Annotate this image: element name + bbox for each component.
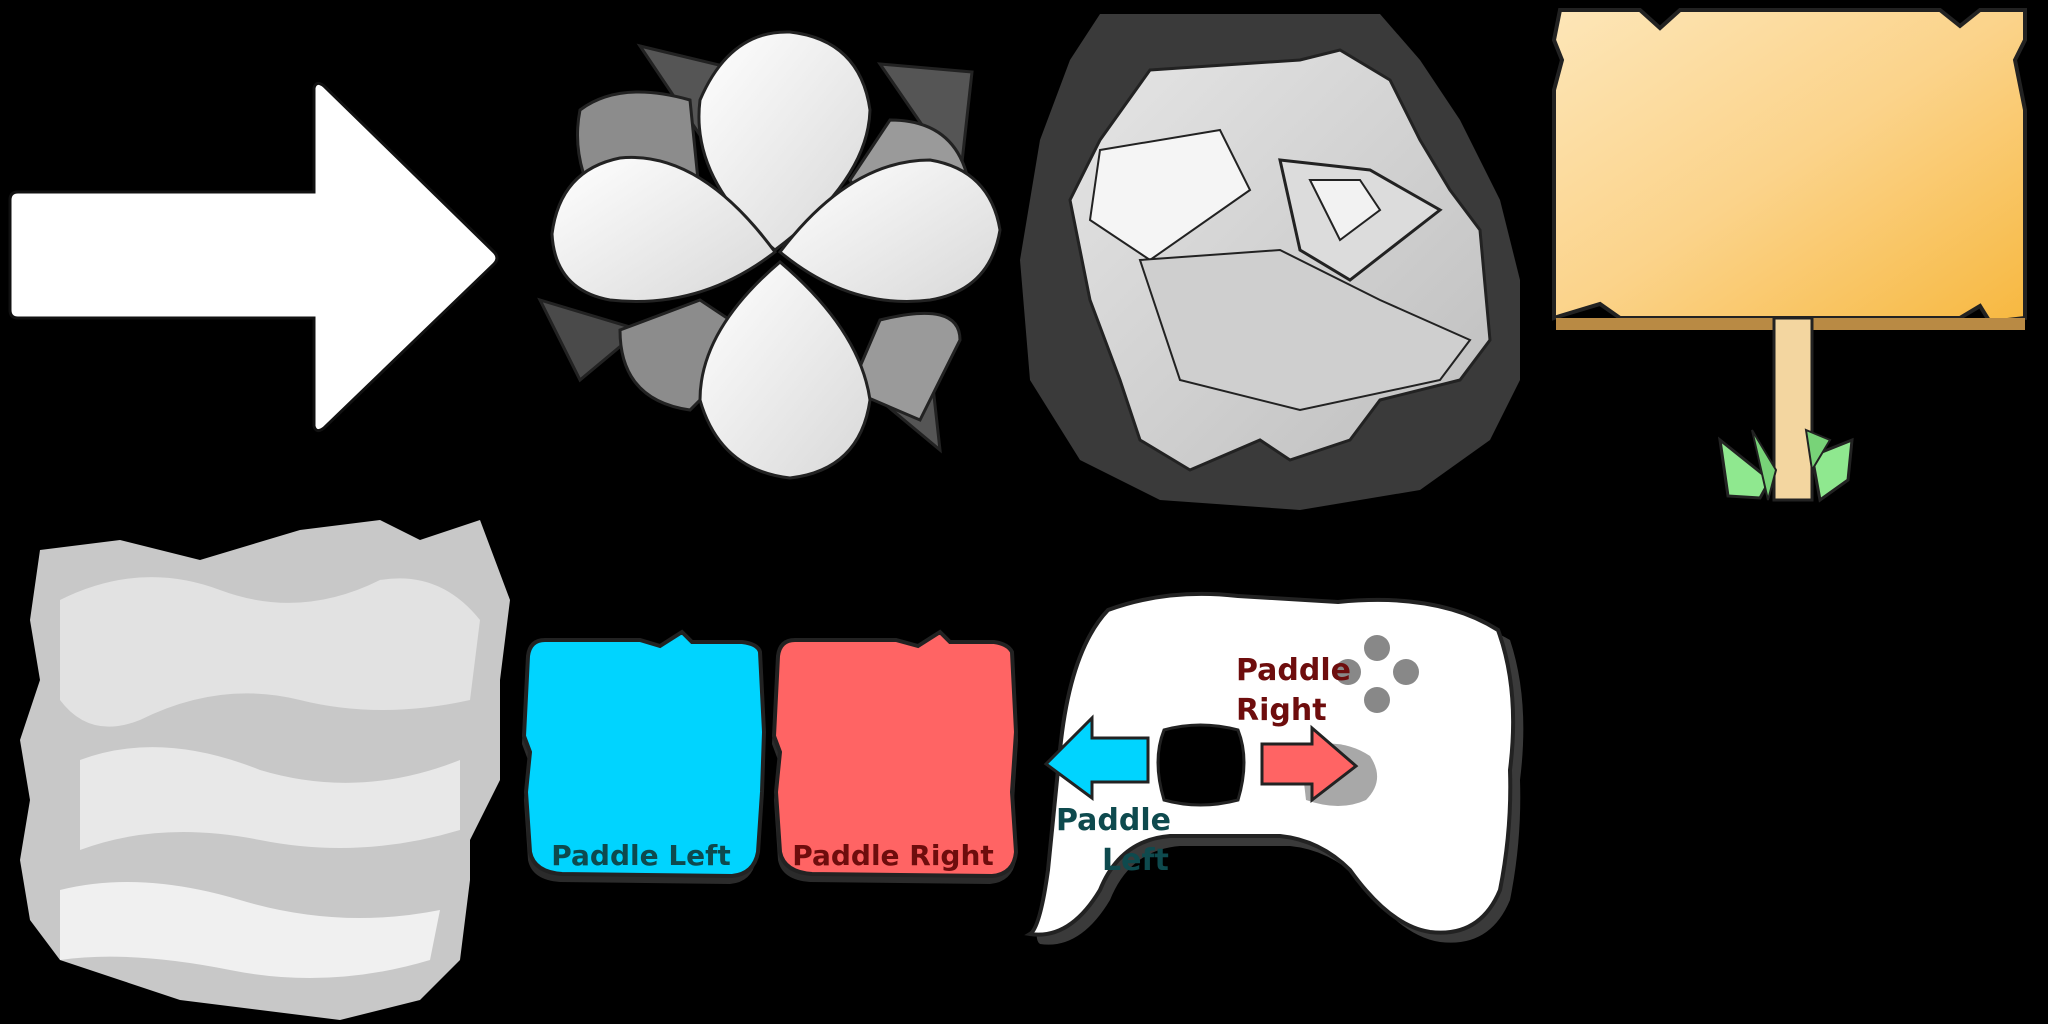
flower-icon: [537, 30, 1002, 480]
gamepad-right-label-line2: Right: [1236, 693, 1327, 728]
paddle-left-label: Paddle Left: [551, 839, 730, 872]
gamepad-right-label-line1: Paddle: [1236, 653, 1351, 688]
gamepad-left-arrow-icon: [1043, 714, 1150, 801]
paddle-left-card: Paddle Left: [521, 629, 767, 884]
gamepad-left-label-line2: Left: [1102, 843, 1169, 878]
gamepad-icon: Paddle Right Paddle Left: [1024, 591, 1524, 945]
chalk-smudge-icon: [20, 520, 510, 1020]
rock-icon: [1020, 14, 1520, 510]
paddle-right-label: Paddle Right: [792, 839, 994, 872]
paddle-right-card: Paddle Right: [771, 629, 1019, 884]
paddle-right-card-icon: [771, 629, 1019, 879]
gamepad-right-arrow-icon: [1260, 724, 1359, 804]
signpost-icon: [1551, 8, 2027, 503]
gamepad-left-label-line1: Paddle: [1056, 803, 1171, 838]
paddle-left-card-icon: [521, 629, 767, 879]
right-arrow-icon: [8, 81, 499, 433]
